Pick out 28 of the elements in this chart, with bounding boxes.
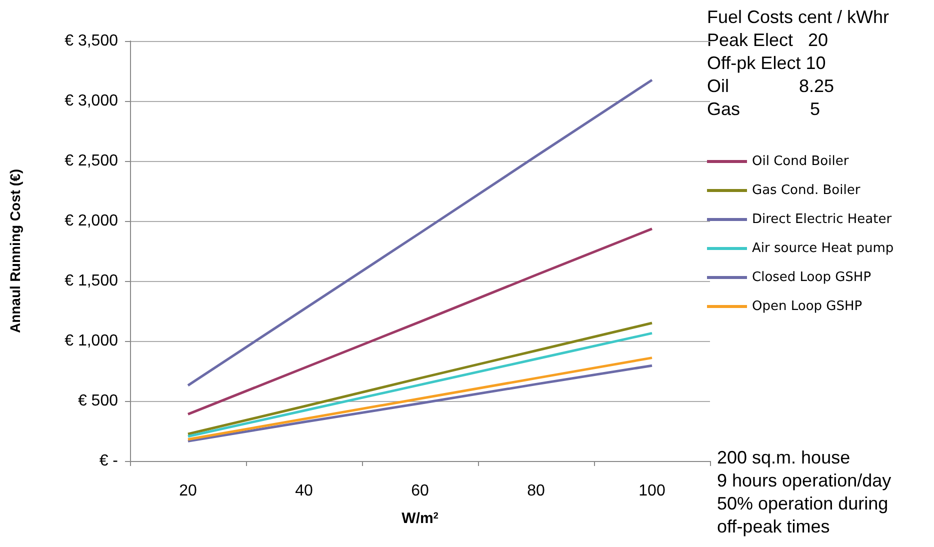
y-tick-label: € 500 [78, 392, 118, 410]
legend-label: Direct Electric Heater [752, 212, 892, 227]
line-series [186, 78, 654, 387]
text: Fuel Costs cent / kWhr [707, 7, 890, 27]
legend-label: Air source Heat pump [752, 241, 894, 256]
annotation: Peak Elect 20 [707, 30, 828, 50]
annotation: Gas 5 [707, 99, 820, 119]
x-tick-label: 40 [295, 482, 313, 500]
text: 200 sq.m. house 9 hours operation/day 50% operation during off-peak times [717, 448, 892, 536]
legend-label: Open Loop GSHP [752, 299, 862, 314]
x-tick-label: 60 [411, 482, 429, 500]
x-tick-label: 20 [179, 482, 197, 500]
x-tick-label: 80 [527, 482, 545, 500]
y-tick-label: € - [99, 452, 118, 470]
y-tick-label: € 2,000 [64, 212, 118, 230]
y-tick-label: € 3,000 [64, 92, 118, 110]
y-tick-label: € 3,500 [64, 32, 118, 50]
x-tick-label: 100 [638, 482, 666, 500]
legend-label: Gas Cond. Boiler [752, 183, 861, 198]
annotation: Off-pk Elect 10 [707, 53, 826, 73]
annotation: Oil 8.25 [707, 76, 834, 96]
line-series [186, 228, 654, 416]
y-axis-title: Annaul Running Cost (€) [7, 168, 23, 334]
y-tick-label: € 2,500 [64, 152, 118, 170]
legend-label: Closed Loop GSHP [752, 270, 872, 285]
legend-label: Oil Cond Boiler [752, 154, 850, 169]
y-tick-label: € 1,000 [64, 332, 118, 350]
y-tick-label: € 1,500 [64, 272, 118, 290]
